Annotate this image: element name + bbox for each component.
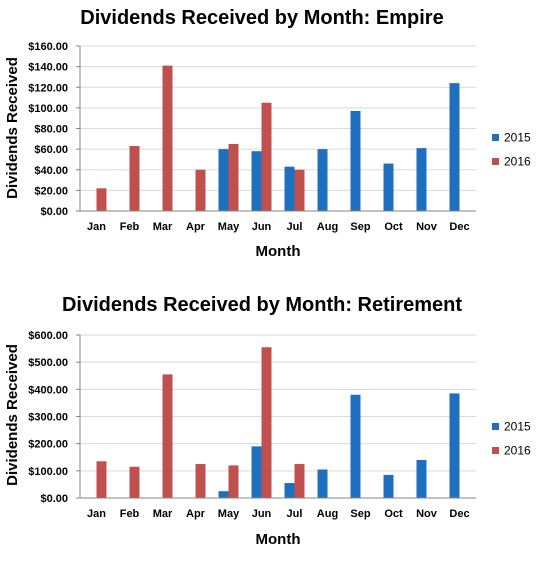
x-axis-title: Month <box>256 243 301 260</box>
y-tick-label: $100.00 <box>28 103 68 115</box>
bar-2016-mar <box>162 374 173 498</box>
bar-2015-nov <box>416 148 427 211</box>
x-tick-label: Apr <box>186 221 206 233</box>
retirement-chart: Dividends Received by Month: Retirement … <box>0 287 544 562</box>
empire-chart: Dividends Received by Month: Empire $0.0… <box>0 0 544 275</box>
bar-2015-aug <box>317 149 328 211</box>
bar-2015-oct <box>383 474 394 498</box>
x-tick-label: Feb <box>120 221 140 233</box>
y-tick-label: $500.00 <box>28 357 68 369</box>
chart-title: Dividends Received by Month: Empire <box>80 7 443 29</box>
x-tick-label: Dec <box>449 508 469 520</box>
retirement-chart-svg: Dividends Received by Month: Retirement … <box>4 294 531 548</box>
bar-2016-feb <box>129 146 140 211</box>
x-tick-label: Oct <box>384 508 403 520</box>
legend-label-2016: 2016 <box>504 155 531 169</box>
empire-chart-svg: Dividends Received by Month: Empire $0.0… <box>4 7 531 260</box>
bar-2015-sep <box>350 110 361 211</box>
bar-2015-aug <box>317 469 328 498</box>
bar-2015-jul <box>284 483 295 498</box>
y-tick-label: $100.00 <box>28 466 68 478</box>
x-tick-label: Jan <box>87 508 106 520</box>
y-tick-label: $120.00 <box>28 82 68 94</box>
x-tick-label: May <box>218 508 240 520</box>
y-tick-label: $0.00 <box>40 206 68 218</box>
x-tick-label: May <box>218 221 240 233</box>
legend-swatch-2016 <box>492 158 499 165</box>
bar-2015-jun <box>251 446 262 498</box>
x-tick-label: Mar <box>153 508 173 520</box>
y-tick-label: $20.00 <box>34 185 68 197</box>
bar-2016-jan <box>96 461 107 498</box>
x-tick-label: Jul <box>287 508 303 520</box>
bar-2016-jan <box>96 188 107 211</box>
bar-2015-jul <box>284 166 295 211</box>
bar-2016-jun <box>261 102 272 211</box>
bar-2016-jun <box>261 347 272 498</box>
y-tick-label: $140.00 <box>28 62 68 74</box>
x-tick-label: Dec <box>449 221 469 233</box>
y-tick-label: $300.00 <box>28 412 68 424</box>
y-axis-title: Dividends Received <box>4 57 21 199</box>
x-tick-label: Jun <box>252 221 272 233</box>
y-tick-label: $80.00 <box>34 124 68 136</box>
chart-title: Dividends Received by Month: Retirement <box>62 294 462 316</box>
y-tick-label: $160.00 <box>28 41 68 53</box>
bar-2016-feb <box>129 466 140 498</box>
x-tick-label: Aug <box>317 508 338 520</box>
bar-2016-jul <box>294 464 305 498</box>
bar-2015-dec <box>449 83 460 211</box>
bar-2016-apr <box>195 464 206 498</box>
legend-label-2015: 2015 <box>504 420 531 434</box>
x-tick-label: Mar <box>153 221 173 233</box>
y-tick-label: $60.00 <box>34 144 68 156</box>
bar-2015-oct <box>383 163 394 211</box>
y-tick-label: $200.00 <box>28 439 68 451</box>
legend-label-2015: 2015 <box>504 131 531 145</box>
x-tick-label: Oct <box>384 221 403 233</box>
x-axis-title: Month <box>256 531 301 548</box>
bar-2016-may <box>228 465 239 498</box>
x-tick-label: Feb <box>120 508 140 520</box>
y-tick-label: $600.00 <box>28 330 68 342</box>
x-tick-label: Aug <box>317 221 338 233</box>
bar-2015-sep <box>350 394 361 498</box>
x-tick-label: Sep <box>350 508 370 520</box>
x-tick-label: Sep <box>350 221 370 233</box>
y-tick-label: $0.00 <box>40 493 68 505</box>
x-tick-label: Jul <box>287 221 303 233</box>
legend-swatch-2016 <box>492 447 499 454</box>
bar-2015-may <box>218 491 229 498</box>
bar-2016-jul <box>294 169 305 211</box>
x-tick-label: Apr <box>186 508 206 520</box>
bar-2015-dec <box>449 393 460 498</box>
bar-2016-may <box>228 143 239 211</box>
legend-swatch-2015 <box>492 134 499 141</box>
bar-2015-jun <box>251 151 262 211</box>
y-tick-label: $400.00 <box>28 384 68 396</box>
x-tick-label: Jun <box>252 508 272 520</box>
bar-2015-nov <box>416 459 427 498</box>
bar-2016-apr <box>195 169 206 211</box>
x-tick-label: Nov <box>416 221 438 233</box>
legend-swatch-2015 <box>492 423 499 430</box>
bar-2016-mar <box>162 65 173 211</box>
y-tick-label: $40.00 <box>34 165 68 177</box>
bar-2015-may <box>218 149 229 211</box>
legend-label-2016: 2016 <box>504 444 531 458</box>
x-tick-label: Jan <box>87 221 106 233</box>
x-tick-label: Nov <box>416 508 438 520</box>
y-axis-title: Dividends Received <box>4 344 21 486</box>
